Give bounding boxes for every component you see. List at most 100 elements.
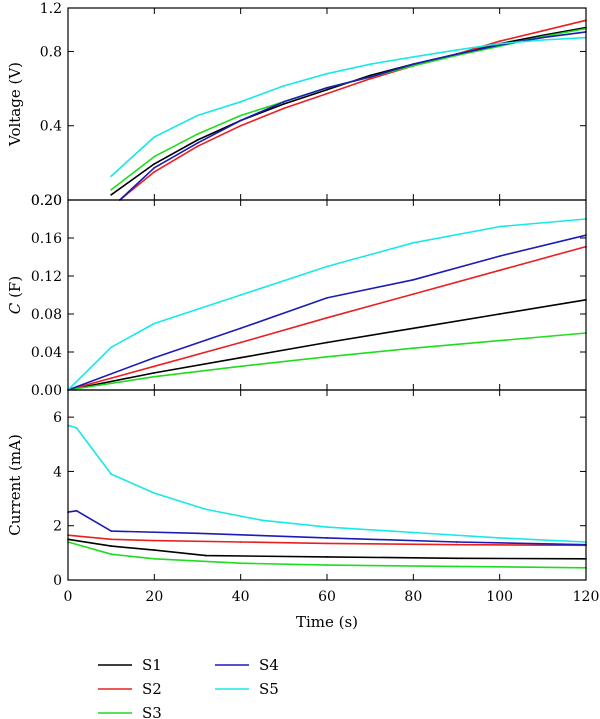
data-point <box>110 553 113 556</box>
series-line-s3 <box>67 541 587 569</box>
x-tick-label: 40 <box>232 589 250 605</box>
data-point <box>326 537 328 539</box>
data-point <box>326 72 328 75</box>
data-point <box>110 545 113 547</box>
y-tick-label: 0.4 <box>40 119 62 135</box>
data-point <box>369 74 372 77</box>
panel-frame <box>67 389 587 581</box>
y-axis-label: Voltage (V) <box>6 62 24 147</box>
legend: S1 S2 S3 S4 S5 <box>98 656 279 719</box>
data-point <box>153 356 156 359</box>
data-point <box>153 163 156 165</box>
data-point <box>239 327 242 330</box>
y-tick-label: 6 <box>53 410 62 426</box>
legend-label-s3: S3 <box>142 704 162 719</box>
data-point <box>110 530 113 532</box>
data-point <box>326 265 328 268</box>
x-tick-labels: 0 20 40 60 80 100 120 <box>64 589 600 605</box>
data-point <box>153 365 156 368</box>
data-point <box>110 538 113 541</box>
y-axis-label-unit: (F) <box>6 276 24 303</box>
y-axis-label: Current (mA) <box>6 434 24 536</box>
panel-current: 0 2 4 6 Current (mA) <box>6 389 587 589</box>
data-point <box>412 278 415 281</box>
legend-label-s5: S5 <box>259 680 279 698</box>
data-point <box>196 532 199 535</box>
data-point <box>412 347 415 350</box>
data-point <box>153 549 156 551</box>
data-point <box>196 145 199 148</box>
data-point <box>326 526 328 528</box>
panel-voltage: 0.20 0.4 0.8 1.2 Voltage (V) <box>6 1 587 209</box>
y-tick-label: 0.08 <box>31 307 62 323</box>
data-point <box>239 341 242 344</box>
data-point <box>326 297 328 299</box>
data-point <box>455 557 458 560</box>
data-point <box>541 39 544 41</box>
y-axis-label-symbol: C <box>6 302 24 314</box>
data-point <box>196 114 199 117</box>
data-point <box>498 42 501 45</box>
y-tick-label: 0.00 <box>31 383 62 399</box>
data-point <box>239 356 242 359</box>
y-tick-label: 0.04 <box>31 345 62 361</box>
x-tick-label: 100 <box>486 589 513 605</box>
data-point <box>239 114 242 117</box>
data-point <box>110 188 113 191</box>
data-point <box>205 508 208 511</box>
data-point <box>282 107 285 110</box>
data-point <box>239 124 242 127</box>
data-point <box>541 36 544 39</box>
data-point <box>498 313 501 315</box>
data-point <box>282 85 285 87</box>
data-point <box>239 294 242 296</box>
series-line-s3 <box>110 27 587 191</box>
data-point <box>326 556 328 558</box>
y-tick-label: 0 <box>53 573 62 589</box>
series-line-s5 <box>67 424 587 543</box>
data-point <box>326 316 328 319</box>
series-line-s1 <box>67 538 587 560</box>
legend-label-s4: S4 <box>259 656 279 674</box>
series-line-s1 <box>110 26 587 196</box>
y-tick-label: 0.16 <box>31 231 62 247</box>
legend-label-s2: S2 <box>142 680 162 698</box>
data-point <box>326 542 328 545</box>
data-point <box>239 365 242 368</box>
data-point <box>196 139 199 141</box>
data-point <box>326 92 328 95</box>
data-point <box>75 509 78 512</box>
series-line-s5 <box>110 36 587 177</box>
data-point <box>455 53 458 56</box>
data-point <box>239 100 242 103</box>
data-point <box>412 56 415 58</box>
y-tick-label: 2 <box>53 519 62 535</box>
data-point <box>498 255 501 257</box>
data-point <box>153 166 156 169</box>
y-tick-label: 0.8 <box>40 44 62 60</box>
x-tick-label: 60 <box>318 589 336 605</box>
series-line-s5 <box>67 218 587 391</box>
x-tick-label: 80 <box>404 589 422 605</box>
data-point <box>498 537 501 539</box>
data-point <box>153 375 156 378</box>
y-tick-label: 0.20 <box>31 193 62 209</box>
data-point <box>412 327 415 330</box>
data-point <box>110 346 113 349</box>
series-line-s2 <box>119 19 587 201</box>
data-point <box>239 562 242 565</box>
data-point <box>455 565 458 568</box>
legend-label-s1: S1 <box>142 656 162 674</box>
y-tick-label: 4 <box>53 464 62 480</box>
data-point <box>239 541 242 543</box>
y-tick-label: 0.20 <box>31 193 62 209</box>
data-point <box>412 63 415 66</box>
x-tick-label: 20 <box>145 589 163 605</box>
series-line-s4 <box>119 31 587 201</box>
y-axis-label: C (F) <box>6 276 24 314</box>
data-point <box>455 49 458 51</box>
data-point <box>412 64 415 67</box>
data-point <box>75 427 78 429</box>
data-point <box>412 531 415 534</box>
